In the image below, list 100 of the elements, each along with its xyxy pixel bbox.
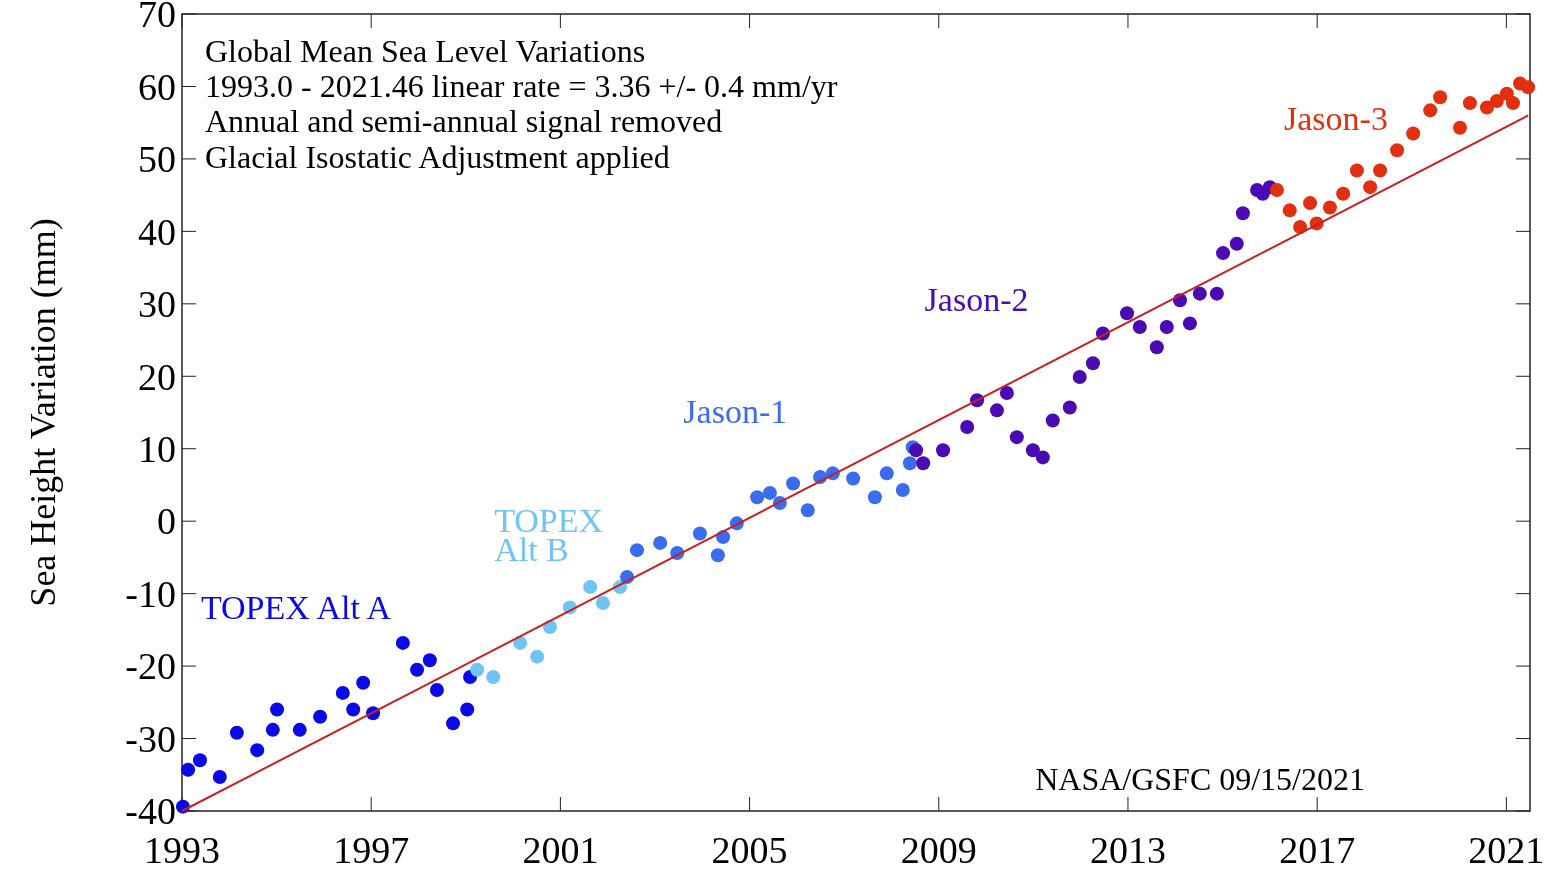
point: [229, 725, 244, 740]
point: [1406, 126, 1421, 141]
point: [335, 685, 350, 700]
point: [1489, 93, 1504, 108]
point: [786, 476, 801, 491]
x-tick-label: 2017: [1279, 829, 1356, 871]
point: [1453, 120, 1467, 135]
point: [313, 709, 328, 724]
point: [1159, 320, 1174, 334]
point: [192, 753, 207, 768]
y-tick-label: -20: [125, 645, 176, 688]
point: [1373, 163, 1388, 178]
point: [800, 503, 815, 518]
point: [692, 526, 707, 541]
point: [1433, 90, 1448, 105]
x-tick-label: 2009: [900, 829, 977, 871]
point: [429, 683, 444, 697]
point: [356, 675, 371, 690]
point: [1062, 400, 1077, 415]
point: [895, 483, 910, 498]
y-tick-label: 70: [138, 0, 176, 36]
point: [1192, 286, 1207, 301]
y-axis-title: Sea Height Variation (mm): [23, 218, 63, 607]
point: [867, 490, 882, 505]
point: [1336, 186, 1351, 201]
point: [999, 385, 1014, 400]
point: [1035, 450, 1050, 465]
point: [181, 762, 196, 777]
point: [460, 702, 475, 717]
point: [1349, 163, 1364, 178]
point: [1072, 370, 1087, 384]
point: [486, 669, 501, 684]
point: [989, 403, 1004, 418]
point: [846, 471, 861, 486]
y-tick-label: 10: [138, 428, 176, 471]
point: [1423, 103, 1438, 118]
y-tick-label: -30: [125, 717, 176, 760]
x-tick-label: 2005: [711, 829, 788, 871]
point: [1182, 316, 1197, 331]
point: [1045, 413, 1060, 428]
annotation: Glacial Isostatic Adjustment applied: [205, 138, 670, 175]
y-tick-label: 50: [138, 138, 176, 181]
point: [422, 653, 437, 668]
point: [879, 466, 894, 481]
annotation: 1993.0 - 2021.46 linear rate = 3.36 +/- 0.4 mm/yr: [205, 68, 838, 105]
series-label: Jason-3: [1284, 99, 1388, 137]
x-tick-label: 1997: [333, 829, 410, 871]
point: [410, 662, 425, 677]
annotation: Annual and semi-annual signal removed: [205, 103, 723, 140]
y-tick-label: 30: [138, 283, 176, 326]
point: [446, 716, 461, 731]
point: [395, 635, 410, 650]
point: [960, 419, 975, 434]
point: [1009, 430, 1024, 445]
y-tick-label: 40: [138, 210, 176, 253]
series-label: Jason-1: [683, 393, 788, 431]
point: [710, 548, 725, 563]
y-tick-label: 60: [138, 65, 176, 108]
y-tick-label: 0: [157, 500, 176, 543]
x-tick-label: 2021: [1468, 829, 1545, 871]
point: [513, 635, 528, 650]
point: [292, 722, 307, 737]
text: Jason-2: [924, 281, 1029, 319]
point: [595, 596, 610, 611]
point: [1216, 246, 1231, 261]
point: [762, 485, 777, 500]
point: [1462, 96, 1477, 111]
point: [1505, 96, 1520, 111]
y-tick-label: 20: [138, 355, 176, 398]
point: [250, 743, 265, 758]
y-tick-label: -10: [125, 572, 176, 615]
point: [1322, 200, 1337, 215]
point: [909, 443, 924, 458]
point: [936, 443, 951, 458]
text: Global Mean Sea Level Variations: [205, 33, 646, 69]
point: [1521, 80, 1536, 95]
point: [1025, 443, 1040, 458]
series-label: TOPEX Alt B: [494, 502, 604, 568]
point: [470, 662, 485, 677]
point: [1132, 320, 1147, 334]
point: [1149, 340, 1164, 355]
point: [1085, 356, 1100, 371]
point: [1390, 143, 1405, 158]
point: [1235, 206, 1250, 221]
point: [750, 490, 765, 505]
point: [583, 580, 598, 595]
point: [346, 702, 361, 717]
point: [1209, 286, 1224, 301]
x-tick-label: 2001: [522, 829, 599, 871]
point: [265, 722, 280, 737]
point: [1229, 236, 1244, 251]
series-label: TOPEX Alt A: [200, 589, 392, 626]
point: [212, 769, 227, 784]
annotation: NASA/GSFC 09/15/2021: [1035, 761, 1365, 797]
point: [1120, 306, 1135, 321]
x-tick-label: 2013: [1089, 829, 1166, 871]
point: [1303, 196, 1318, 211]
point: [1282, 203, 1297, 218]
point: [1269, 183, 1284, 198]
point: [1479, 100, 1494, 115]
